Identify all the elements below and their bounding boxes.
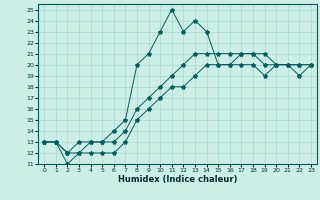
X-axis label: Humidex (Indice chaleur): Humidex (Indice chaleur) (118, 175, 237, 184)
